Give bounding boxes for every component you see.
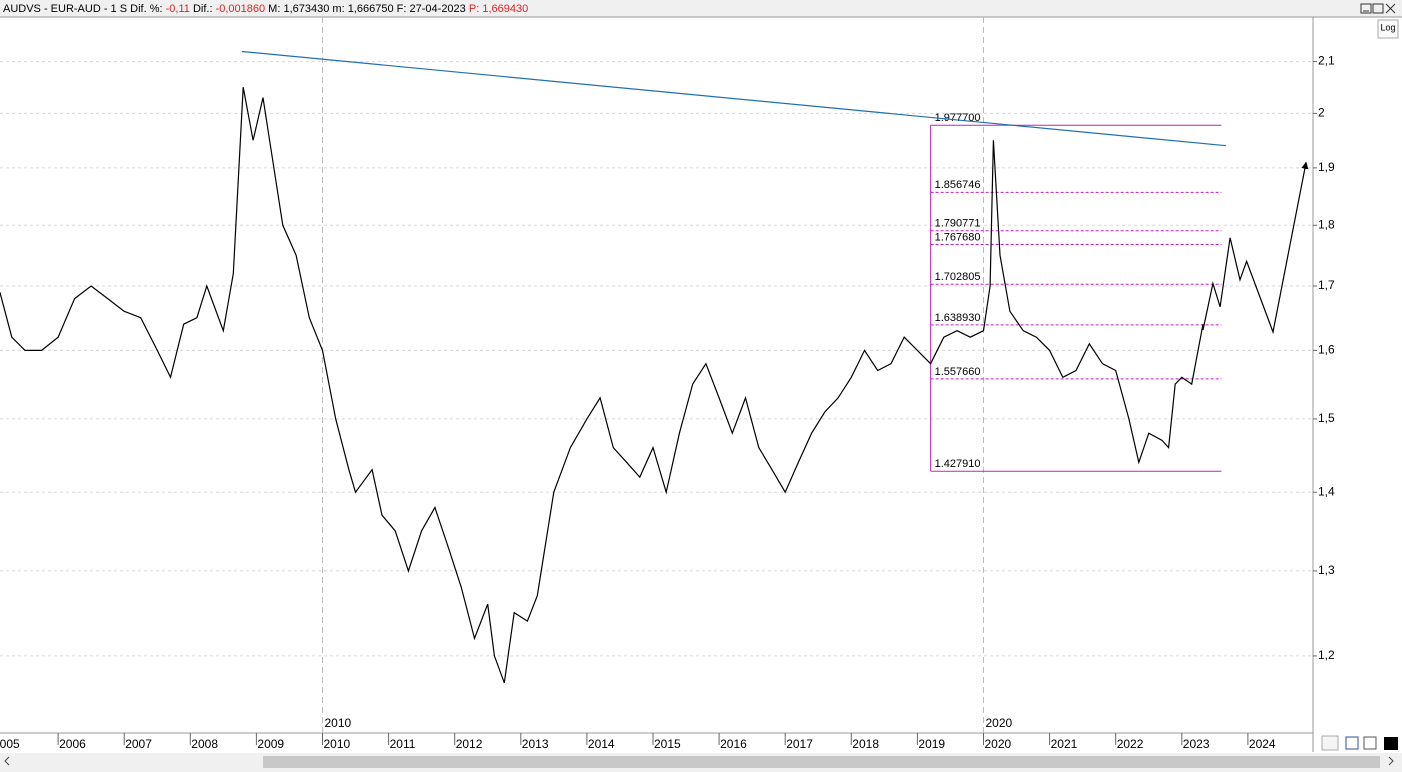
minimize-button[interactable] [1360,3,1372,14]
field-value: -0,11 [166,3,190,15]
y-tick-label: 1,3 [1318,563,1335,577]
header-text: AUDVS - EUR-AUD - 1 S Dif. %: -0,11 Dif.… [3,3,528,15]
x-tick-label: 2020 [985,737,1012,751]
tool-button[interactable] [1363,736,1377,750]
field-label: P: [469,3,479,15]
fib-label: 1.557660 [935,366,981,378]
fib-label: 1.638930 [935,312,981,324]
era-label: 2010 [325,716,352,730]
x-tick-label: 2018 [852,737,879,751]
save-button[interactable] [1345,736,1359,750]
y-tick-label: 2 [1318,106,1325,120]
x-tick-label: 2023 [1183,737,1210,751]
x-tick-label: 2022 [1117,737,1144,751]
field-value: 1,666750 [348,3,394,15]
log-button-label: Log [1380,22,1395,32]
tool-button[interactable] [1321,735,1339,751]
x-tick-label: 2011 [390,737,416,751]
field-value: 1,669430 [482,3,528,15]
field-label: Dif. %: [130,3,162,15]
x-tick-label: 2009 [257,737,284,751]
x-tick-label: 2019 [918,737,945,751]
field-value: 1,673430 [283,3,329,15]
x-tick-label: 2016 [720,737,747,751]
header: AUDVS - EUR-AUD - 1 S Dif. %: -0,11 Dif.… [3,3,528,15]
projection-arrow [1202,161,1309,335]
field-label: M: [268,3,280,15]
x-tick-label: 2013 [522,737,549,751]
fib-label: 1.702805 [935,271,981,283]
field-label: F: [397,3,407,15]
trendline [241,50,1227,147]
x-tick-label: 2024 [1249,737,1276,751]
scroll-arrows[interactable] [4,756,1394,766]
field-value: -0,001860 [216,3,266,15]
x-tick-label: 2005 [0,737,20,751]
y-tick-label: 1,7 [1318,278,1335,292]
x-tick-label: 2014 [588,737,615,751]
field-value: 27-04-2023 [410,3,466,15]
maximize-button[interactable] [1372,3,1384,14]
price-line [0,87,1204,684]
x-tick-label: 2010 [324,737,351,751]
y-tick-label: 2,1 [1318,54,1335,68]
fib-label: 1.427910 [935,458,981,470]
field-label: Dif.: [193,3,213,15]
scrollbar-thumb[interactable] [263,756,1380,768]
x-tick-label: 2006 [59,737,86,751]
field-label: m: [332,3,344,15]
x-tick-label: 2017 [786,737,813,751]
x-tick-label: 2008 [191,737,218,751]
y-axis: 1,2 1,3 1,4 1,5 1,6 1,7 1,8 1,9 2 2,1 [1313,54,1335,662]
color-button[interactable] [1384,737,1398,750]
plot-area: 2010 20201.9777001.8567461.7907711.767680… [0,17,1313,733]
fib-label: 1.856746 [935,179,981,191]
y-tick-label: 1,4 [1318,484,1335,498]
y-tick-label: 1,9 [1318,160,1335,174]
symbol: AUDVS - EUR-AUD - 1 S [3,3,127,15]
x-tick-label: 2012 [456,737,483,751]
era-label: 2020 [986,716,1013,730]
close-button[interactable] [1385,3,1396,14]
y-tick-label: 1,2 [1318,648,1335,662]
y-tick-label: 1,6 [1318,343,1335,357]
y-tick-label: 1,8 [1318,217,1335,231]
fib-label: 1.790771 [935,218,981,230]
x-tick-label: 2015 [654,737,681,751]
x-tick-label: 2007 [125,737,152,751]
log-button[interactable] [1377,19,1399,39]
x-axis: 2005 2006 2007 2008 2009 2010 2011 2012 2013 2014… [0,733,1276,751]
title-bar [0,0,1402,17]
window-buttons[interactable] [1360,3,1396,14]
x-tick-label: 2021 [1051,737,1078,751]
fib-label: 1.767680 [935,231,981,243]
y-tick-label: 1,5 [1318,411,1335,425]
